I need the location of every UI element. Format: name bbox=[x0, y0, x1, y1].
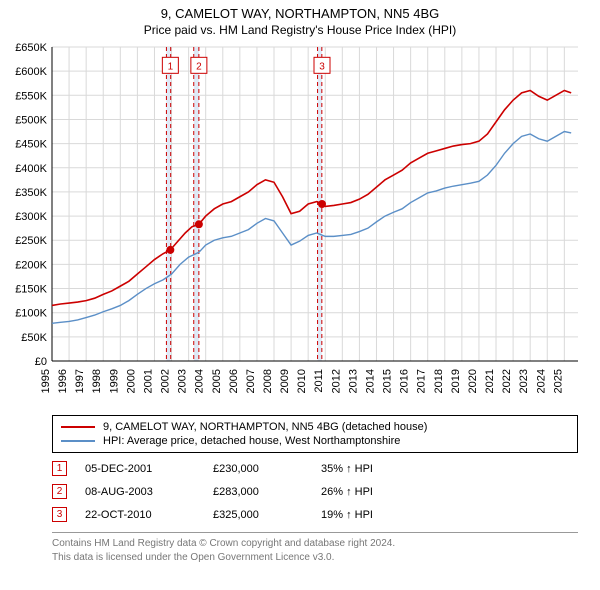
svg-text:2014: 2014 bbox=[364, 369, 376, 393]
svg-text:£350K: £350K bbox=[15, 187, 47, 199]
title-address: 9, CAMELOT WAY, NORTHAMPTON, NN5 4BG bbox=[0, 6, 600, 21]
legend-swatch bbox=[61, 440, 95, 442]
svg-text:2009: 2009 bbox=[279, 369, 291, 393]
svg-text:£600K: £600K bbox=[15, 66, 47, 78]
svg-text:£100K: £100K bbox=[15, 308, 47, 320]
footer-line1: Contains HM Land Registry data © Crown c… bbox=[52, 537, 578, 551]
svg-text:2020: 2020 bbox=[467, 369, 479, 393]
sale-row: 1 05-DEC-2001 £230,000 35% ↑ HPI bbox=[52, 457, 578, 480]
legend-swatch bbox=[61, 426, 95, 428]
sale-marker: 2 bbox=[52, 484, 67, 499]
legend-row: 9, CAMELOT WAY, NORTHAMPTON, NN5 4BG (de… bbox=[61, 420, 569, 434]
title-block: 9, CAMELOT WAY, NORTHAMPTON, NN5 4BG Pri… bbox=[0, 0, 600, 39]
svg-text:£200K: £200K bbox=[15, 259, 47, 271]
svg-text:1999: 1999 bbox=[108, 369, 120, 393]
footer-attribution: Contains HM Land Registry data © Crown c… bbox=[52, 532, 578, 572]
svg-text:£300K: £300K bbox=[15, 211, 47, 223]
svg-text:2022: 2022 bbox=[501, 369, 513, 393]
legend-row: HPI: Average price, detached house, West… bbox=[61, 434, 569, 448]
svg-text:2023: 2023 bbox=[518, 369, 530, 393]
title-subtitle: Price paid vs. HM Land Registry's House … bbox=[0, 23, 600, 37]
sale-pct: 19% ↑ HPI bbox=[321, 509, 421, 521]
svg-text:£650K: £650K bbox=[15, 42, 47, 54]
svg-text:1997: 1997 bbox=[74, 369, 86, 393]
svg-text:2008: 2008 bbox=[262, 369, 274, 393]
svg-text:2006: 2006 bbox=[228, 369, 240, 393]
svg-text:1998: 1998 bbox=[91, 369, 103, 393]
sale-pct: 26% ↑ HPI bbox=[321, 486, 421, 498]
svg-text:2010: 2010 bbox=[296, 369, 308, 393]
svg-text:£500K: £500K bbox=[15, 114, 47, 126]
sale-marker: 3 bbox=[52, 507, 67, 522]
svg-text:£400K: £400K bbox=[15, 163, 47, 175]
legend-label: HPI: Average price, detached house, West… bbox=[103, 435, 400, 447]
svg-text:2017: 2017 bbox=[416, 369, 428, 393]
svg-text:2019: 2019 bbox=[450, 369, 462, 393]
sale-date: 22-OCT-2010 bbox=[85, 509, 195, 521]
svg-text:2025: 2025 bbox=[552, 369, 564, 393]
sales-table: 1 05-DEC-2001 £230,000 35% ↑ HPI 2 08-AUG-200… bbox=[52, 457, 578, 526]
svg-text:£450K: £450K bbox=[15, 139, 47, 151]
sale-pct: 35% ↑ HPI bbox=[321, 463, 421, 475]
svg-text:2015: 2015 bbox=[382, 369, 394, 393]
sale-price: £283,000 bbox=[213, 486, 303, 498]
svg-text:1996: 1996 bbox=[57, 369, 69, 393]
chart-area: £0 £50K £100K £150K £200K £250K £300K £350K £400… bbox=[0, 39, 600, 409]
svg-text:2: 2 bbox=[196, 61, 202, 72]
svg-text:£250K: £250K bbox=[15, 235, 47, 247]
svg-text:£550K: £550K bbox=[15, 90, 47, 102]
svg-text:1995: 1995 bbox=[40, 369, 52, 393]
svg-text:2001: 2001 bbox=[142, 369, 154, 393]
svg-text:2002: 2002 bbox=[160, 369, 172, 393]
svg-text:2016: 2016 bbox=[399, 369, 411, 393]
svg-text:2013: 2013 bbox=[347, 369, 359, 393]
svg-text:£50K: £50K bbox=[21, 332, 47, 344]
svg-text:£0: £0 bbox=[35, 356, 47, 368]
svg-text:2004: 2004 bbox=[194, 369, 206, 393]
svg-text:2021: 2021 bbox=[484, 369, 496, 393]
svg-text:2011: 2011 bbox=[313, 369, 325, 393]
svg-text:1: 1 bbox=[168, 61, 174, 72]
svg-text:2024: 2024 bbox=[535, 369, 547, 393]
sale-date: 05-DEC-2001 bbox=[85, 463, 195, 475]
sale-price: £230,000 bbox=[213, 463, 303, 475]
price-chart-svg: £0 £50K £100K £150K £200K £250K £300K £350K £400… bbox=[0, 39, 600, 409]
svg-text:2003: 2003 bbox=[177, 369, 189, 393]
chart-container: 9, CAMELOT WAY, NORTHAMPTON, NN5 4BG Pri… bbox=[0, 0, 600, 572]
legend-label: 9, CAMELOT WAY, NORTHAMPTON, NN5 4BG (de… bbox=[103, 421, 427, 433]
svg-text:2007: 2007 bbox=[245, 369, 257, 393]
legend: 9, CAMELOT WAY, NORTHAMPTON, NN5 4BG (de… bbox=[52, 415, 578, 453]
svg-text:3: 3 bbox=[319, 61, 325, 72]
footer-line2: This data is licensed under the Open Gov… bbox=[52, 551, 578, 565]
svg-text:2018: 2018 bbox=[433, 369, 445, 393]
sale-marker: 1 bbox=[52, 461, 67, 476]
sale-row: 3 22-OCT-2010 £325,000 19% ↑ HPI bbox=[52, 503, 578, 526]
sale-row: 2 08-AUG-2003 £283,000 26% ↑ HPI bbox=[52, 480, 578, 503]
svg-text:2000: 2000 bbox=[125, 369, 137, 393]
svg-text:2012: 2012 bbox=[330, 369, 342, 393]
svg-text:£150K: £150K bbox=[15, 284, 47, 296]
sale-date: 08-AUG-2003 bbox=[85, 486, 195, 498]
sale-price: £325,000 bbox=[213, 509, 303, 521]
svg-text:2005: 2005 bbox=[211, 369, 223, 393]
